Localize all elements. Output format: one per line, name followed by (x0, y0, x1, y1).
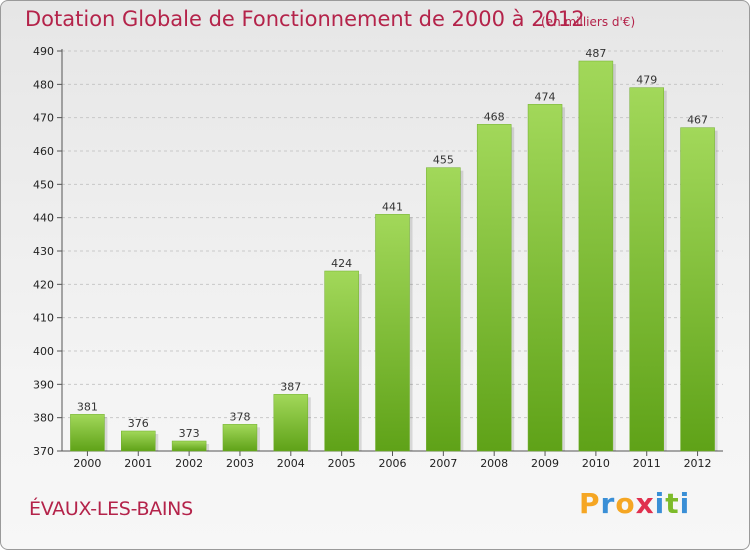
x-tick-label: 2010 (582, 457, 610, 470)
x-tick-label: 2005 (328, 457, 356, 470)
bar-2007 (426, 167, 461, 452)
logo-letter: i (654, 487, 666, 520)
y-tick-label: 410 (33, 312, 54, 325)
value-label: 467 (687, 114, 708, 127)
logo-letter: t (665, 487, 680, 520)
x-tick-label: 2001 (124, 457, 152, 470)
y-tick-label: 420 (33, 278, 54, 291)
y-tick-label: 400 (33, 345, 54, 358)
logo-letter: r (600, 487, 616, 520)
y-tick-label: 440 (33, 212, 54, 225)
value-label: 376 (128, 417, 149, 430)
x-tick-label: 2008 (480, 457, 508, 470)
value-label: 468 (484, 110, 505, 123)
chart-title: Dotation Globale de Fonctionnement de 20… (25, 7, 585, 31)
y-tick-label: 450 (33, 178, 54, 191)
x-tick-label: 2007 (429, 457, 457, 470)
value-labels: 381 376 373 378 387 424 441 455 468 474 487 479 467 (77, 47, 708, 440)
value-label: 378 (229, 410, 250, 423)
y-tick-label: 460 (33, 145, 54, 158)
value-label: 424 (331, 257, 352, 270)
bar-2003 (222, 424, 258, 452)
x-tick-label: 2012 (684, 457, 712, 470)
proxiti-logo: Proxiti (579, 487, 690, 520)
commune-name: ÉVAUX-LES-BAINS (29, 498, 193, 520)
y-tick-label: 430 (33, 245, 54, 258)
x-tick-label: 2003 (226, 457, 254, 470)
value-label: 487 (585, 47, 606, 60)
x-tick-label: 2009 (531, 457, 559, 470)
y-tick-label: 490 (33, 45, 54, 58)
bar-2008 (476, 124, 512, 452)
bars (70, 60, 718, 452)
logo-letter: i (679, 487, 691, 520)
value-label: 479 (636, 74, 657, 87)
value-label: 387 (280, 380, 301, 393)
bar-2004 (273, 394, 309, 452)
bar-2009 (527, 104, 563, 452)
bar-2000 (70, 414, 105, 452)
logo-letter: P (579, 487, 601, 520)
y-tick-label: 370 (33, 445, 54, 458)
logo-letter: x (635, 487, 655, 520)
x-tick-label: 2000 (73, 457, 101, 470)
bar-2012 (680, 127, 715, 452)
value-label: 373 (179, 427, 200, 440)
bar-2010 (578, 60, 614, 452)
value-label: 381 (77, 400, 98, 413)
y-tick-label: 380 (33, 412, 54, 425)
x-tick-label: 2002 (175, 457, 203, 470)
value-label: 441 (382, 200, 403, 213)
x-tick-label: 2006 (379, 457, 407, 470)
chart-subtitle: (en milliers d'€) (541, 15, 636, 29)
logo-letter: o (615, 487, 636, 520)
x-tick-label: 2004 (277, 457, 305, 470)
y-tick-label: 390 (33, 378, 54, 391)
value-label: 474 (535, 90, 556, 103)
bar-2002 (171, 440, 207, 452)
bar-2005 (324, 270, 359, 452)
bar-2011 (629, 87, 664, 452)
y-tick-label: 480 (33, 78, 54, 91)
x-tick-label: 2011 (633, 457, 661, 470)
value-label: 455 (433, 154, 454, 167)
bar-2006 (375, 214, 410, 452)
y-tick-label: 470 (33, 112, 54, 125)
bar-2001 (121, 430, 156, 452)
